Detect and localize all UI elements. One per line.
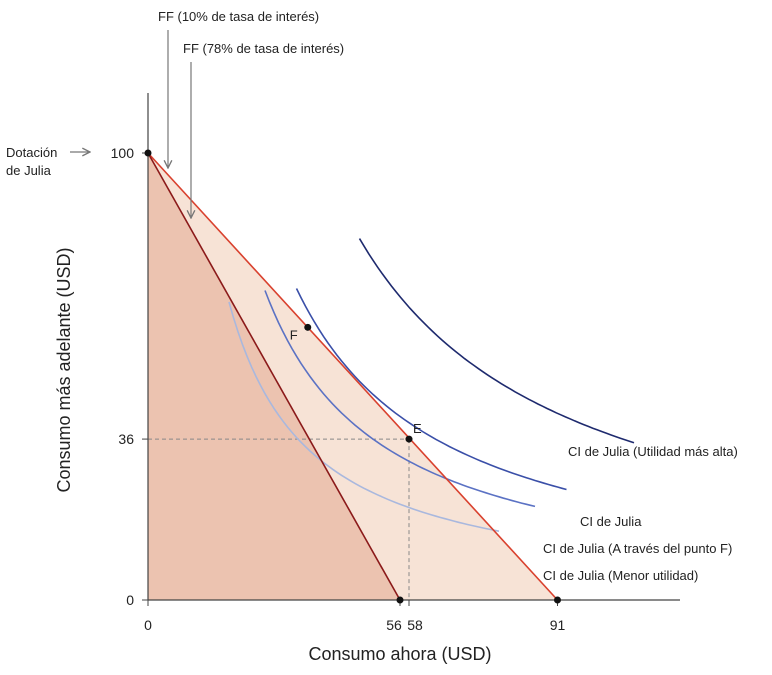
ff-10-annotation: FF (10% de tasa de interés) bbox=[158, 9, 319, 24]
y-tick-label-3: 100 bbox=[111, 145, 135, 161]
y-tick-label-1: 0 bbox=[126, 592, 134, 608]
endowment-label-line2: de Julia bbox=[6, 163, 52, 178]
budget-line-2 bbox=[147, 152, 401, 601]
ff-78-annotation: FF (78% de tasa de interés) bbox=[183, 41, 344, 56]
point-e bbox=[405, 435, 413, 443]
x-tick-label-2: 56 bbox=[386, 617, 402, 633]
x-intercept-point-2 bbox=[396, 596, 404, 604]
point-label-e: E bbox=[413, 421, 422, 436]
endowment-point bbox=[144, 149, 152, 157]
indifference-curve-label-4: CI de Julia (Utilidad más alta) bbox=[568, 444, 738, 459]
x-tick-label-3: 58 bbox=[407, 617, 423, 633]
y-axis-title: Consumo más adelante (USD) bbox=[54, 247, 74, 492]
indifference-curve-label-2: CI de Julia (A través del punto F) bbox=[543, 541, 732, 556]
indifference-curve-4 bbox=[358, 238, 635, 444]
point-label-f: F bbox=[290, 327, 298, 342]
y-tick-label-2: 36 bbox=[118, 431, 134, 447]
x-intercept-point-1 bbox=[554, 596, 561, 604]
indifference-curve-3 bbox=[295, 288, 567, 491]
x-axis-title: Consumo ahora (USD) bbox=[308, 644, 491, 664]
endowment-label: Dotación bbox=[6, 145, 57, 160]
budget-line-1 bbox=[147, 152, 559, 601]
indifference-curve-label-1: CI de Julia (Menor utilidad) bbox=[543, 568, 698, 583]
x-tick-label-1: 0 bbox=[144, 617, 152, 633]
indifference-curve-1 bbox=[228, 301, 500, 532]
point-f bbox=[304, 323, 312, 331]
indifference-curve-2 bbox=[264, 290, 536, 508]
indifference-curve-label-3: CI de Julia bbox=[580, 514, 642, 529]
x-tick-label-4: 91 bbox=[550, 617, 566, 633]
